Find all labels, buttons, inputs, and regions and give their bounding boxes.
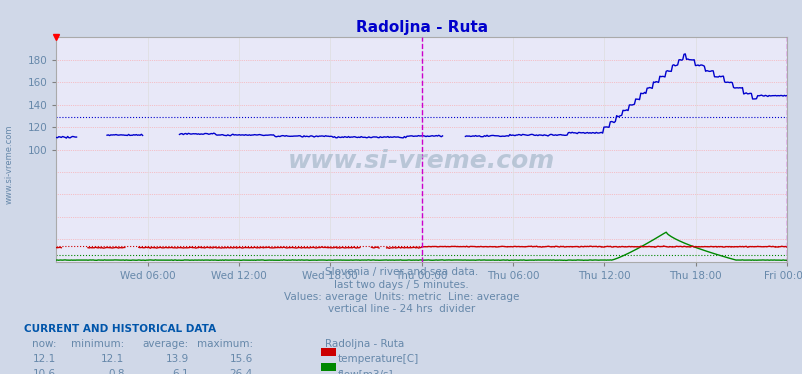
Text: vertical line - 24 hrs  divider: vertical line - 24 hrs divider	[327, 304, 475, 315]
Text: www.si-vreme.com: www.si-vreme.com	[288, 149, 554, 173]
Text: Slovenia / river and sea data.: Slovenia / river and sea data.	[325, 267, 477, 278]
Text: www.si-vreme.com: www.si-vreme.com	[5, 125, 14, 204]
Text: 15.6: 15.6	[229, 354, 253, 364]
Text: CURRENT AND HISTORICAL DATA: CURRENT AND HISTORICAL DATA	[24, 324, 216, 334]
Text: 12.1: 12.1	[33, 354, 56, 364]
Text: 13.9: 13.9	[165, 354, 188, 364]
Text: 6.1: 6.1	[172, 369, 188, 374]
Text: 26.4: 26.4	[229, 369, 253, 374]
Text: average:: average:	[142, 339, 188, 349]
Text: 10.6: 10.6	[33, 369, 56, 374]
Text: now:: now:	[31, 339, 56, 349]
Text: minimum:: minimum:	[71, 339, 124, 349]
Text: temperature[C]: temperature[C]	[338, 354, 419, 364]
Text: maximum:: maximum:	[196, 339, 253, 349]
Text: 12.1: 12.1	[101, 354, 124, 364]
Text: last two days / 5 minutes.: last two days / 5 minutes.	[334, 280, 468, 290]
Text: 0.8: 0.8	[107, 369, 124, 374]
Text: Radoljna - Ruta: Radoljna - Ruta	[325, 339, 404, 349]
Text: flow[m3/s]: flow[m3/s]	[338, 369, 393, 374]
Text: Values: average  Units: metric  Line: average: Values: average Units: metric Line: aver…	[283, 292, 519, 302]
Title: Radoljna - Ruta: Radoljna - Ruta	[355, 20, 487, 35]
